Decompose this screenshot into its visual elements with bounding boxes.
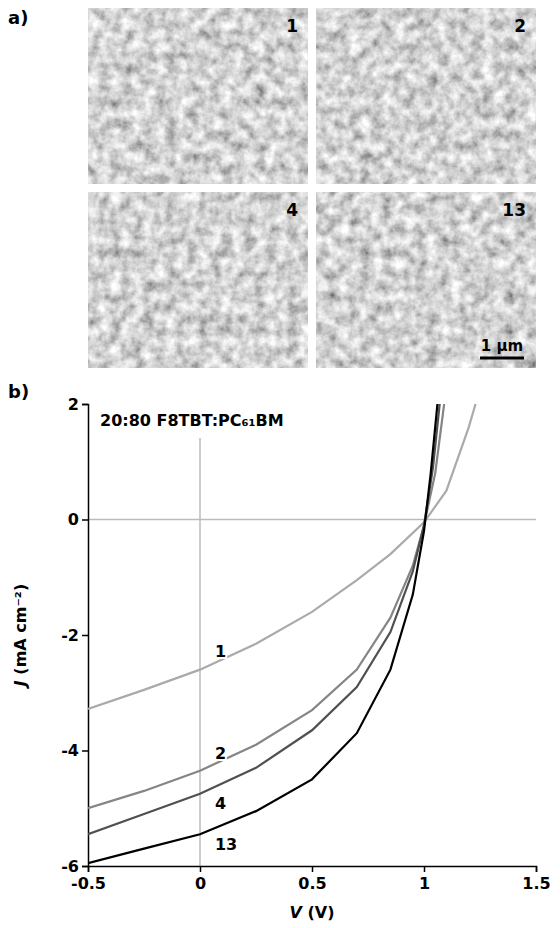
micrograph-image [88,8,308,184]
tick: 2 [68,395,88,414]
series-label: 1 [215,642,226,661]
micrograph: 2 [316,8,536,184]
image-label: 4 [286,200,298,220]
panel-letter: a) [8,7,28,28]
tick-mark [312,866,314,872]
tick-mark [82,750,88,752]
tick-label: -6 [61,857,79,876]
tick-label: 1.5 [522,874,550,893]
micrograph-image [316,192,536,368]
tick: 0 [68,510,88,529]
reference-line [199,438,201,866]
micrograph-image [316,8,536,184]
tick-label: 2 [68,395,79,414]
jv-curve [88,404,437,863]
tick-label: 0 [195,874,206,893]
jv-curve [88,404,440,834]
reference-line [88,519,536,521]
tick-mark [424,866,426,872]
image-label: 1 [286,16,298,36]
chart-title: 20:80 F8TBT:PC₆₁BM [100,411,284,430]
tick: 0 [195,866,206,893]
tick-mark [82,404,88,406]
jv-curve [88,404,444,808]
micrograph-image [88,192,308,368]
tick-label: -4 [61,741,79,760]
tick-mark [82,866,88,868]
tick: 1.5 [522,866,550,893]
series-label: 4 [215,794,226,813]
tick: -6 [61,857,88,876]
scale-bar-label: 1 μm [481,337,523,355]
tick-mark [82,635,88,637]
reference-lines [88,438,536,866]
x-axis-title: V (V) [290,903,335,922]
series-label: 13 [215,835,237,854]
image-label: 13 [502,200,526,220]
micrograph: 1 [88,8,308,184]
tick-mark [200,866,202,872]
figure: a) 1 2 4 13 1 μm b) -0.5 0 0.5 1 1.5 -6 -4 -2 0 2 1 2 4 13 20… [0,0,560,928]
series-label: 2 [215,744,226,763]
tick-label: 0.5 [298,874,326,893]
tick-label: -2 [61,626,79,645]
x-axis: -0.5 0 0.5 1 1.5 [71,866,551,893]
tick: 0.5 [298,866,326,893]
scale-bar [480,357,524,360]
micrograph: 13 1 μm [316,192,536,368]
tick-mark [536,866,538,872]
axis-line [89,867,537,873]
panel-letter: b) [8,381,29,402]
image-label: 2 [514,16,526,36]
axis-line [82,405,89,867]
tick-label: -0.5 [71,874,106,893]
tick-label: 0 [68,510,79,529]
tick: -4 [61,741,88,760]
y-axis-title: J (mA cm⁻²) [11,584,30,689]
tick: 1 [419,866,430,893]
micrograph: 4 [88,192,308,368]
tick-label: 1 [419,874,430,893]
tick-mark [82,519,88,521]
y-axis: -6 -4 -2 0 2 [61,395,88,876]
curves [88,404,476,863]
tick: -2 [61,626,88,645]
